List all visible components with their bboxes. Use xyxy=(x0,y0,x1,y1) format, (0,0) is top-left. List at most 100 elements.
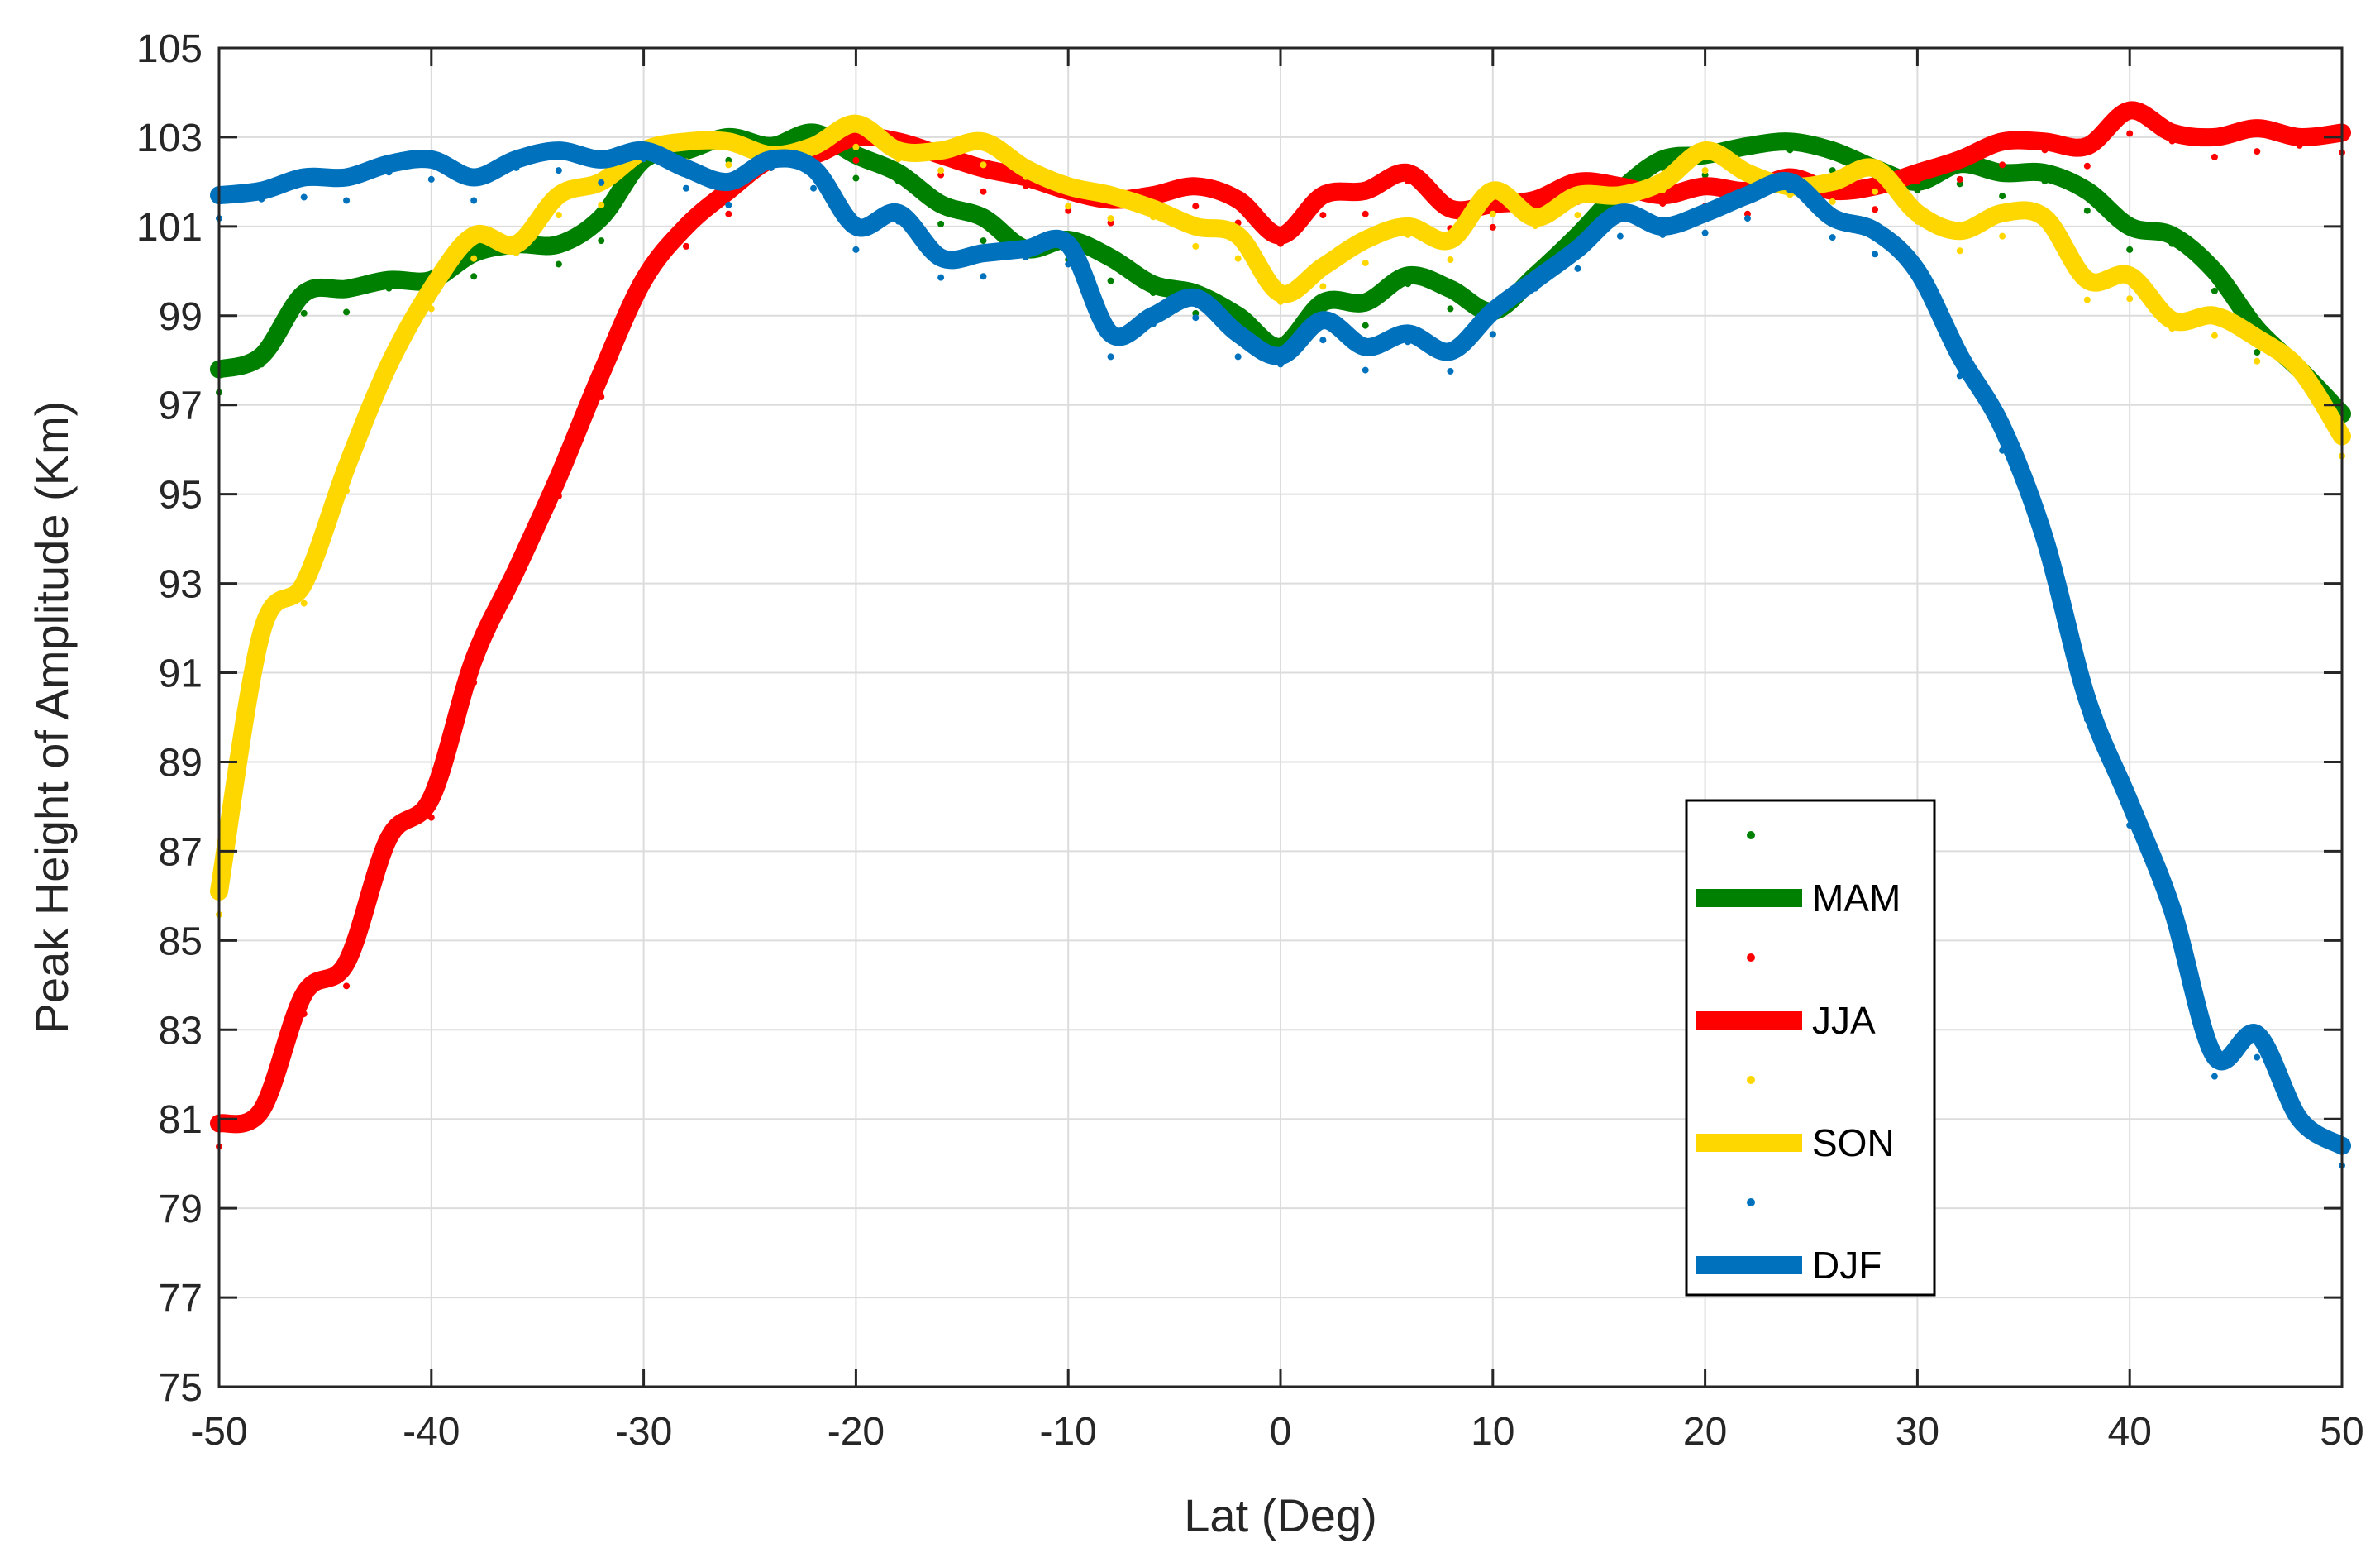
jja-point xyxy=(1914,178,1921,185)
son-point xyxy=(1956,247,1963,255)
y-tick-label: 103 xyxy=(136,117,203,160)
mam-point xyxy=(1149,289,1157,297)
djf-point xyxy=(1999,447,2006,454)
mam-point xyxy=(640,164,647,171)
djf-point xyxy=(258,195,265,203)
djf-point xyxy=(1616,232,1624,240)
jja-point xyxy=(2168,137,2176,145)
y-axis-label: Peak Height of Amplitude (Km) xyxy=(26,401,78,1034)
mam-point xyxy=(258,361,265,368)
djf-point xyxy=(1362,366,1369,374)
jja-point xyxy=(598,393,605,400)
djf-point xyxy=(2041,543,2049,551)
mam-point xyxy=(894,178,902,185)
djf-point xyxy=(385,169,393,176)
jja-point xyxy=(470,679,478,686)
son-point xyxy=(427,305,435,313)
y-tick-label: 81 xyxy=(159,1098,203,1142)
jja-point xyxy=(2211,153,2218,160)
son-point xyxy=(1022,173,1029,180)
mam-point xyxy=(385,284,393,292)
son-point xyxy=(470,255,478,262)
son-point xyxy=(2126,295,2134,303)
son-point xyxy=(513,249,520,256)
mam-point xyxy=(1999,193,2006,200)
y-tick-label: 83 xyxy=(159,1009,203,1053)
djf-point xyxy=(1447,367,1454,375)
son-point xyxy=(1065,203,1072,210)
jja-point xyxy=(300,1010,308,1018)
djf-point xyxy=(1277,361,1284,368)
mam-point xyxy=(1786,146,1794,154)
jja-point xyxy=(1872,206,1879,213)
djf-point xyxy=(980,273,987,280)
mam-point xyxy=(598,237,605,245)
mam-point xyxy=(2254,348,2261,356)
jja-point xyxy=(1022,182,1029,189)
son-point xyxy=(343,487,351,494)
jja-point xyxy=(725,210,732,217)
djf-point xyxy=(1065,260,1072,268)
son-point xyxy=(2168,325,2176,332)
y-tick-label: 97 xyxy=(159,385,203,428)
axis-ticks xyxy=(217,46,2344,1388)
son-point xyxy=(1319,283,1327,290)
son-point xyxy=(1362,260,1369,267)
jja-legend-marker xyxy=(1747,953,1755,962)
mam-legend-label: MAM xyxy=(1812,877,1901,920)
mam-point xyxy=(2083,207,2091,214)
djf-point xyxy=(937,274,945,281)
son-point xyxy=(598,201,605,208)
x-axis-label: Lat (Deg) xyxy=(1184,1489,1376,1541)
x-tick-label: 0 xyxy=(1270,1410,1292,1454)
mam-point xyxy=(470,273,478,280)
son-point xyxy=(2083,296,2091,303)
djf-point xyxy=(1914,275,1921,283)
jja-point xyxy=(427,814,435,821)
son-point xyxy=(1277,298,1284,305)
djf-point xyxy=(343,197,351,204)
mam-point xyxy=(852,174,860,182)
djf-point xyxy=(1107,353,1114,361)
series-layer xyxy=(210,101,2351,1169)
mam-point xyxy=(2168,240,2176,247)
djf-point xyxy=(767,164,775,171)
mam-point xyxy=(555,260,562,268)
mam-point xyxy=(2211,287,2218,294)
djf-point xyxy=(513,164,520,171)
jja-point xyxy=(1659,200,1667,208)
jja-point xyxy=(2296,141,2303,149)
jja-point xyxy=(513,575,520,582)
djf-point xyxy=(1022,253,1029,260)
y-tick-label: 105 xyxy=(136,27,203,71)
x-tick-label: -30 xyxy=(615,1410,672,1454)
y-tick-label: 87 xyxy=(159,830,203,874)
x-tick-label: -40 xyxy=(403,1410,460,1454)
son-point xyxy=(1532,222,1539,230)
son-point xyxy=(1914,217,1921,225)
djf-point xyxy=(598,179,605,186)
mam-point xyxy=(1362,322,1369,329)
djf-point xyxy=(1405,338,1412,346)
djf-point xyxy=(300,193,308,201)
djf-point xyxy=(1872,251,1879,258)
son-point xyxy=(1999,232,2006,240)
son-point xyxy=(980,161,987,169)
djf-point xyxy=(1659,231,1667,238)
y-tick-label: 101 xyxy=(136,206,203,250)
djf-point xyxy=(1701,229,1709,236)
mam-legend-marker xyxy=(1747,831,1755,839)
mam-point xyxy=(2041,178,2049,185)
x-tick-label: 30 xyxy=(1896,1410,1939,1454)
jja-point xyxy=(1999,161,2006,169)
jja-point xyxy=(640,284,647,292)
son-point xyxy=(555,212,562,219)
djf-point xyxy=(1532,284,1539,292)
x-tick-label: -50 xyxy=(190,1410,247,1454)
djf-point xyxy=(894,217,902,225)
mam-point xyxy=(2126,246,2134,253)
djf-point xyxy=(427,175,435,183)
x-tick-label: -10 xyxy=(1040,1410,1097,1454)
son-point xyxy=(2254,357,2261,365)
y-tick-label: 89 xyxy=(159,741,203,785)
